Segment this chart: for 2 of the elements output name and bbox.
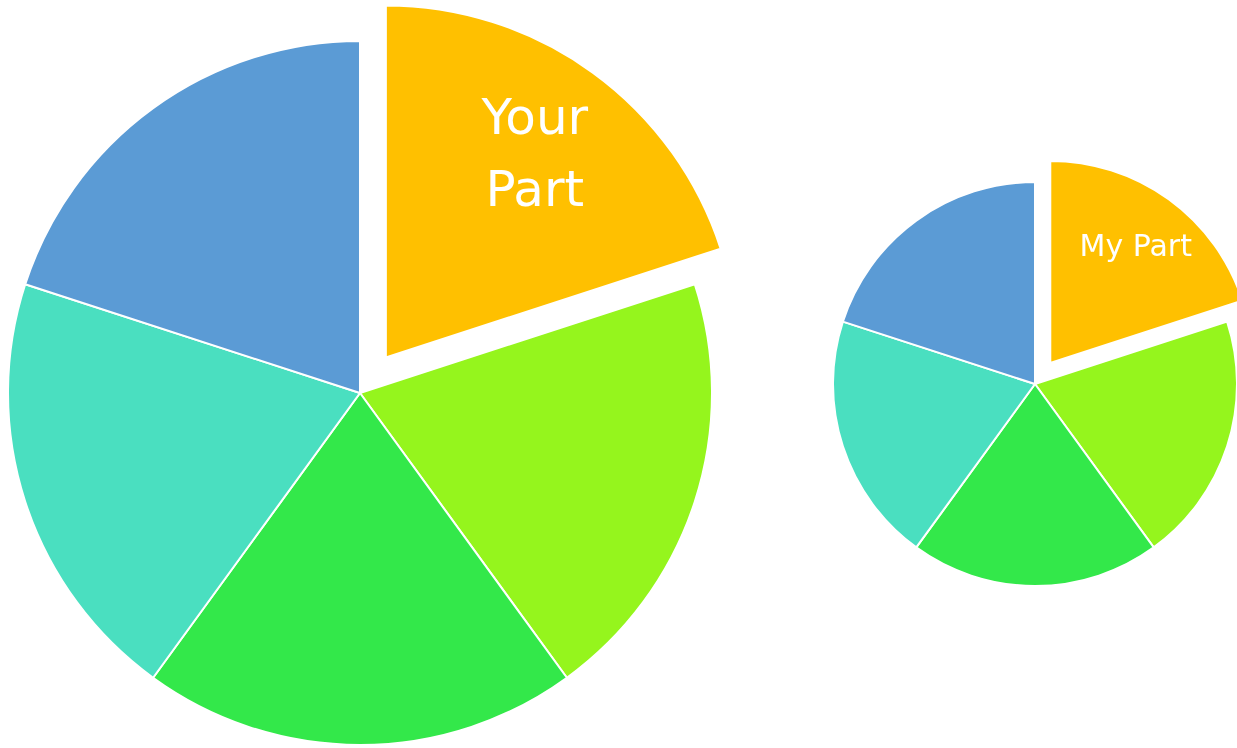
slice-label: Your Part: [480, 87, 589, 219]
slice-label: My Part: [1079, 227, 1193, 263]
